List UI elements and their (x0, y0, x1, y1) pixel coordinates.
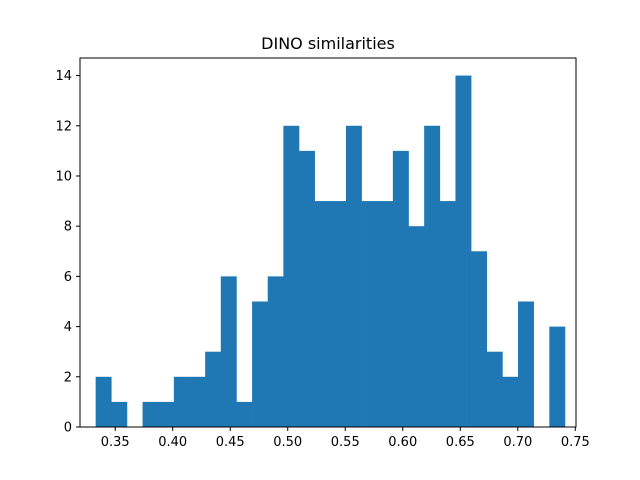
histogram-bar (205, 351, 222, 427)
histogram-bar (439, 201, 456, 427)
x-axis: 0.35 0.40 0.45 0.50 0.55 0.60 0.65 0.70 0.75 (101, 427, 590, 450)
histogram-bar (267, 276, 284, 427)
histogram-bar (345, 125, 362, 427)
histogram-bar (142, 401, 159, 427)
y-tick-label: 2 (64, 370, 72, 385)
histogram-bar (471, 251, 488, 427)
x-tick-label: 0.35 (101, 435, 130, 450)
y-tick-label: 10 (55, 169, 72, 184)
y-tick-label: 12 (55, 119, 72, 134)
x-tick-label: 0.65 (446, 435, 475, 450)
x-tick-label: 0.60 (388, 435, 417, 450)
y-tick-label: 4 (64, 320, 72, 335)
histogram-bar (361, 201, 378, 427)
y-tick-label: 0 (64, 421, 72, 436)
x-tick-label: 0.55 (331, 435, 360, 450)
x-tick-label: 0.50 (273, 435, 302, 450)
histogram-bar (518, 301, 534, 427)
x-tick-label: 0.40 (158, 435, 187, 450)
x-tick-label: 0.70 (503, 435, 532, 450)
histogram-bar (330, 201, 347, 427)
histogram-bar (549, 326, 566, 427)
chart-title: DINO similarities (261, 34, 395, 53)
histogram-bar (299, 150, 315, 427)
histogram-bar (236, 401, 253, 427)
y-axis: 0 2 4 6 8 10 12 14 (55, 69, 80, 436)
y-tick-label: 6 (64, 270, 72, 285)
histogram-bar (95, 376, 112, 427)
histogram-bar (392, 150, 409, 427)
histogram-bar (158, 401, 175, 427)
histogram-bar (189, 376, 206, 427)
histogram-bar (173, 376, 190, 427)
histogram-bar (408, 226, 425, 427)
histogram-bar (486, 351, 503, 427)
histogram-bar (220, 276, 237, 427)
y-tick-label: 14 (55, 69, 72, 84)
histogram-bar (252, 301, 269, 427)
histogram-bar (111, 401, 128, 427)
histogram-bar (455, 75, 472, 428)
histogram-bar (502, 376, 519, 427)
histogram-bar (424, 125, 441, 427)
x-tick-label: 0.75 (561, 435, 590, 450)
histogram-bar (283, 125, 300, 427)
x-tick-label: 0.45 (216, 435, 245, 450)
histogram-bar (377, 201, 394, 427)
bars-group (95, 75, 566, 428)
plot-frame (79, 57, 577, 428)
histogram-bar (314, 201, 331, 427)
y-tick-label: 8 (64, 220, 72, 235)
